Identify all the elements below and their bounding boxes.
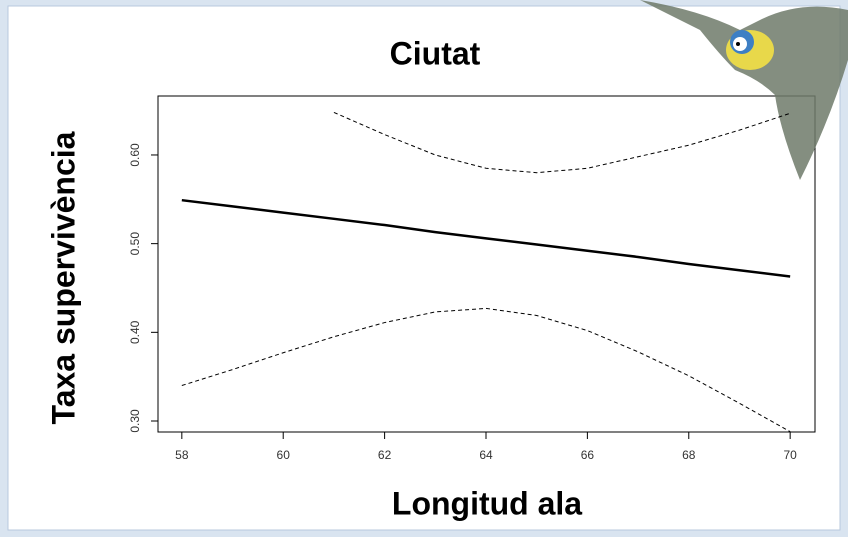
plot-area	[181, 111, 791, 432]
x-axis-label: Longitud ala	[392, 485, 582, 521]
y-tick-label: 0.60	[128, 143, 142, 167]
y-tick-label: 0.30	[128, 409, 142, 433]
x-tick-label: 68	[682, 448, 696, 462]
plot-frame	[157, 95, 816, 433]
confidence-line	[333, 111, 791, 174]
x-tick-label: 60	[277, 448, 291, 462]
x-tick-label: 70	[783, 448, 797, 462]
bird-illustration	[640, 0, 848, 180]
panel	[7, 5, 841, 531]
y-tick-label: 0.50	[128, 232, 142, 256]
x-tick-label: 66	[581, 448, 595, 462]
y-axis-label: Taxa supervivència	[45, 131, 81, 424]
confidence-line	[181, 307, 791, 432]
x-tick-label: 64	[479, 448, 493, 462]
x-tick-label: 62	[378, 448, 392, 462]
fit-line	[181, 198, 791, 278]
chart-title: Ciutat	[390, 35, 481, 71]
y-tick-label: 0.40	[128, 320, 142, 344]
x-tick-label: 58	[175, 448, 189, 462]
